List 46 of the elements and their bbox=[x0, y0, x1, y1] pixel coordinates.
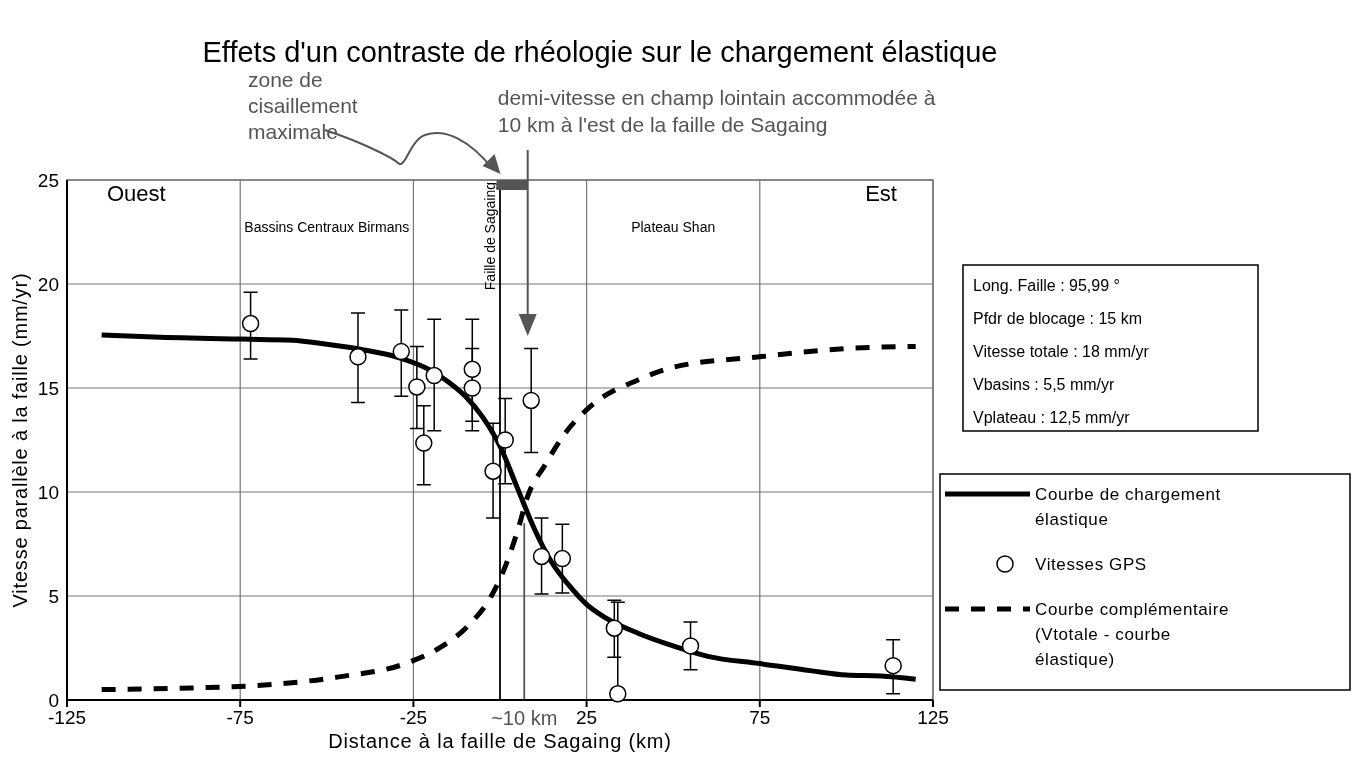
y-tick-label: 10 bbox=[37, 482, 59, 503]
point bbox=[463, 360, 482, 379]
y-tick-label: 5 bbox=[48, 586, 59, 607]
text: Long. Faille : 95,99 ° bbox=[973, 277, 1120, 294]
point bbox=[609, 685, 627, 703]
point bbox=[605, 619, 624, 637]
point bbox=[884, 656, 902, 675]
legend-label: Courbe de chargement élastique bbox=[1035, 485, 1221, 529]
y-axis-title: Vitesse parallèle à la faille (mm/yr) bbox=[9, 272, 31, 608]
ref-line-label: Faille de Sagaing bbox=[482, 182, 498, 291]
point bbox=[553, 549, 572, 568]
x-axis-title: Distance à la faille de Sagaing (km) bbox=[328, 730, 672, 752]
text: Vitesse totale : 18 mm/yr bbox=[973, 343, 1150, 360]
x-tick-label: 75 bbox=[749, 707, 771, 728]
text: Pfdr de blocage : 15 km bbox=[973, 310, 1142, 327]
chart-title: Effets d'un contraste de rhéologie sur le chargement élastique bbox=[202, 36, 998, 68]
point bbox=[532, 547, 551, 566]
point bbox=[522, 391, 540, 410]
text: Vbasins : 5,5 mm/yr bbox=[973, 376, 1116, 393]
annotation: Ouest bbox=[106, 180, 166, 206]
point bbox=[241, 314, 260, 333]
annotation: Plateau Shan bbox=[631, 219, 716, 235]
point bbox=[496, 431, 514, 449]
legend-label: Courbe complémentaire (Vtotale - courbe élastique) bbox=[1035, 600, 1230, 669]
y-tick-label: 15 bbox=[37, 378, 59, 399]
text: zone de cisaillement maximale bbox=[248, 68, 358, 143]
y-tick-label: 25 bbox=[37, 170, 59, 191]
x-tick-label: 25 bbox=[576, 707, 598, 728]
point bbox=[415, 434, 433, 452]
x-tick-label: 125 bbox=[917, 707, 949, 728]
x-tick-label: -75 bbox=[226, 707, 254, 728]
text: Vplateau : 12,5 mm/yr bbox=[973, 409, 1131, 426]
x-tick-label: -25 bbox=[399, 707, 428, 728]
text: demi-vitesse en champ lointain accommodée à 10 km à l'est de la faille de Sagaing bbox=[497, 86, 936, 136]
legend-label: Vitesses GPS bbox=[1035, 555, 1147, 574]
point bbox=[349, 348, 367, 366]
point bbox=[681, 637, 700, 655]
point bbox=[425, 366, 443, 385]
point bbox=[408, 378, 426, 396]
point bbox=[463, 379, 482, 397]
y-tick-label: 20 bbox=[37, 274, 59, 295]
point bbox=[484, 462, 502, 480]
ref-line-label: ~10 km bbox=[491, 707, 558, 729]
annotation: Est bbox=[865, 180, 897, 206]
point bbox=[392, 342, 411, 361]
annotation: Bassins Centraux Birmans bbox=[244, 219, 410, 235]
